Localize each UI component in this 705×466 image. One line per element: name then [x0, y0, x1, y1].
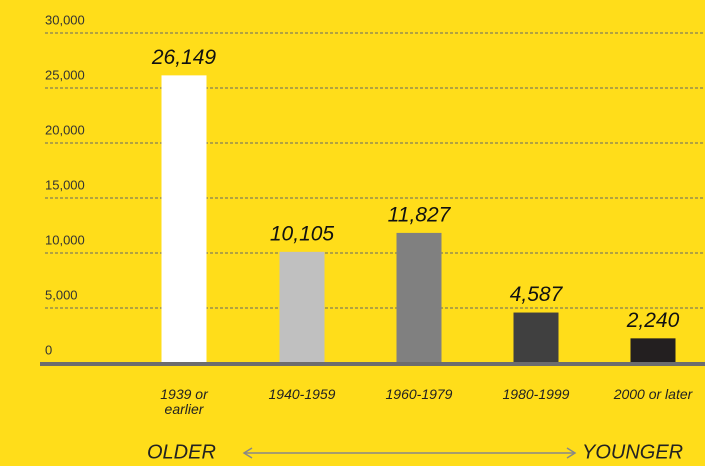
x-tick-label: 1939 or earlier [160, 386, 208, 417]
value-label: 10,105 [270, 222, 335, 245]
y-tick-label: 20,000 [45, 122, 85, 137]
value-label: 11,827 [388, 203, 452, 226]
y-tick-label: 0 [45, 342, 52, 357]
bar [396, 232, 442, 363]
y-tick-label: 15,000 [45, 177, 85, 192]
younger-label: YOUNGER [582, 441, 683, 463]
bar [161, 75, 207, 364]
y-tick-label: 30,000 [45, 12, 85, 27]
arrow-heads [242, 447, 577, 459]
x-tick-label: 1980-1999 [502, 386, 570, 402]
bar [630, 338, 676, 363]
x-tick-label: 2000 or later [613, 386, 693, 402]
x-tick-label: 1940-1959 [268, 386, 336, 402]
x-tick-label: 1960-1979 [385, 386, 453, 402]
bar [513, 312, 559, 363]
bar [279, 251, 325, 363]
value-label: 2,240 [626, 309, 680, 332]
y-tick-label: 25,000 [45, 67, 85, 82]
y-tick-label: 5,000 [45, 287, 78, 302]
value-label: 4,587 [510, 283, 564, 306]
value-label: 26,149 [151, 46, 217, 69]
older-label: OLDER [147, 441, 216, 463]
y-tick-label: 10,000 [45, 232, 85, 247]
